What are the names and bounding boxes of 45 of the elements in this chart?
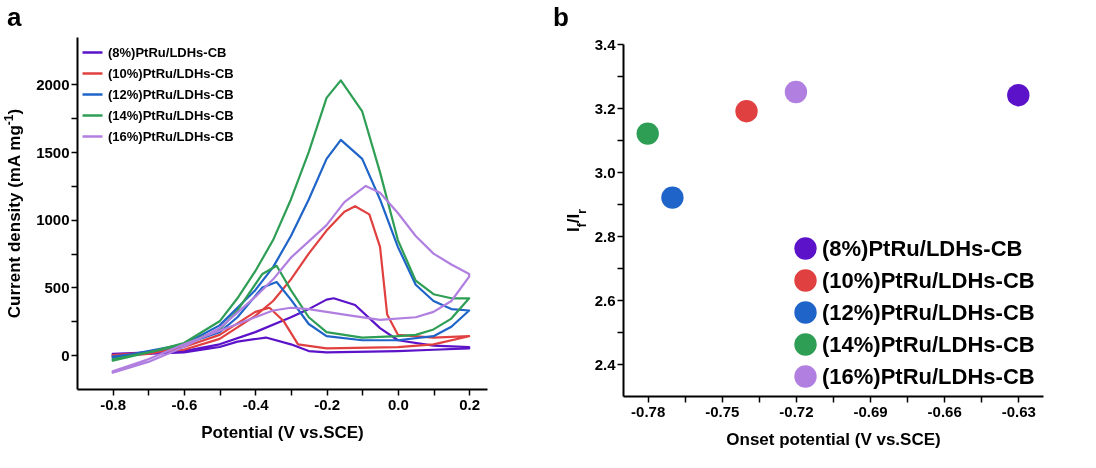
legend-label: (14%)PtRu/LDHs-CB: [822, 331, 1035, 357]
y-tick-label: 2000: [36, 75, 70, 93]
x-tick-label: -0.63: [1001, 402, 1036, 420]
y-tick-label: 3.4: [594, 35, 617, 53]
x-tick-label: -0.4: [242, 395, 270, 413]
legend-label: (12%)PtRu/LDHs-CB: [108, 86, 234, 102]
point: [784, 80, 808, 104]
x-tick-label: 0.0: [387, 395, 409, 413]
x-axis-title: Potential (V vs.SCE): [201, 422, 364, 442]
point: [636, 122, 659, 145]
point: [661, 186, 684, 209]
legend-label: (14%)PtRu/LDHs-CB: [108, 107, 234, 123]
point: [735, 100, 758, 123]
legend-label: (10%)PtRu/LDHs-CB: [108, 65, 234, 81]
x-tick-label: -0.78: [631, 402, 666, 420]
chart-title: b: [553, 2, 569, 32]
point: [1007, 84, 1030, 107]
legend-label: (8%)PtRu/LDHs-CB: [822, 235, 1023, 261]
y-tick-label: 500: [44, 278, 70, 296]
x-tick-label: -0.2: [314, 395, 340, 413]
line-series: [111, 184, 471, 374]
x-tick-label: -0.6: [171, 395, 198, 413]
legend-label: (16%)PtRu/LDHs-CB: [822, 363, 1035, 389]
y-tick-label: 2.4: [594, 355, 617, 373]
x-tick-label: -0.69: [853, 402, 888, 420]
chart-title: a: [7, 2, 22, 32]
x-tick-label: -0.72: [779, 402, 814, 420]
y-tick-label: 2.8: [594, 227, 616, 245]
legend-label: (12%)PtRu/LDHs-CB: [822, 299, 1035, 325]
x-tick-label: -0.66: [927, 402, 962, 420]
x-tick-label: 0.2: [459, 395, 481, 413]
y-tick-label: 3.0: [594, 163, 616, 181]
legend-label: (16%)PtRu/LDHs-CB: [108, 128, 234, 144]
x-tick-label: -0.75: [705, 402, 740, 420]
legend-label: (8%)PtRu/LDHs-CB: [108, 44, 227, 60]
line-series: [111, 297, 471, 357]
y-tick-label: 1000: [36, 211, 70, 229]
line-series: [111, 205, 471, 358]
legend-label: (10%)PtRu/LDHs-CB: [822, 267, 1035, 293]
x-tick-label: -0.8: [100, 395, 127, 413]
y-tick-label: 2.6: [594, 291, 616, 309]
y-tick-label: 0: [61, 346, 70, 364]
x-axis-title: Onset potential (V vs.SCE): [726, 429, 941, 449]
y-tick-label: 3.2: [594, 99, 616, 117]
y-tick-label: 1500: [36, 143, 70, 161]
